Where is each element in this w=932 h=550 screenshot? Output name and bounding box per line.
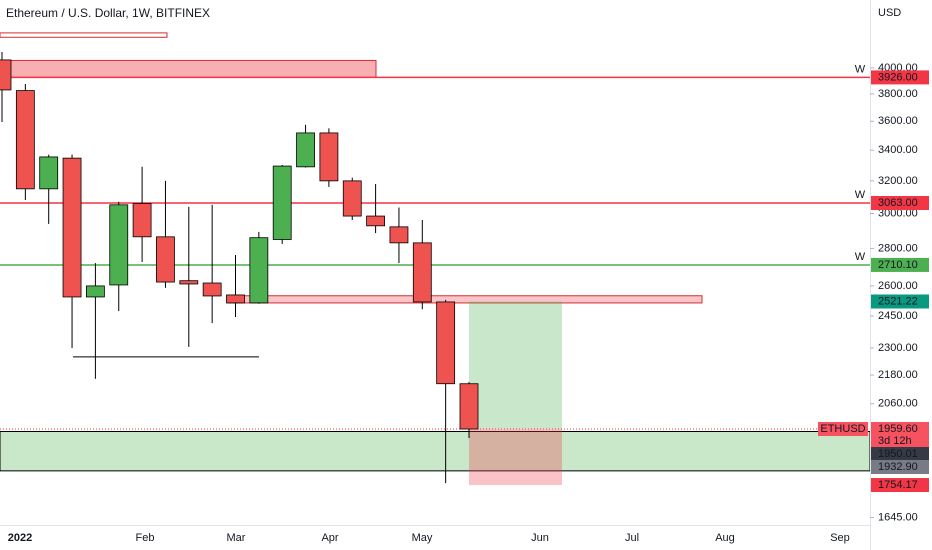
candle-body (39, 156, 59, 190)
x-tick-label: Sep (830, 532, 850, 544)
price-tag (871, 459, 929, 474)
price-tag (871, 294, 929, 309)
candle-body (249, 237, 269, 304)
x-tick-label: Jul (625, 532, 639, 544)
candle-body (15, 90, 35, 190)
y-tick-label: 2600.00 (878, 280, 918, 292)
candle-body (86, 285, 105, 298)
y-tick-label: 2060.00 (878, 398, 918, 410)
level-tag: W (855, 189, 866, 201)
y-tick-label: 2450.00 (878, 310, 918, 322)
y-tick-label: 3000.00 (878, 207, 918, 219)
candle-body (132, 203, 152, 238)
candle-body (412, 242, 432, 303)
level-tag: W (855, 251, 866, 263)
candle-body (436, 301, 456, 385)
y-tick-label: 1645.00 (878, 511, 918, 523)
y-tick-label: 2300.00 (878, 342, 918, 354)
x-tick-label: Aug (715, 532, 735, 544)
zone (0, 32, 168, 38)
position-profit (469, 301, 562, 429)
price-tag-label: 2521.22 (878, 295, 918, 307)
candle-body (389, 226, 409, 244)
countdown-label: 3d 12h (878, 435, 912, 447)
price-tag (871, 478, 929, 493)
price-tag (871, 421, 929, 436)
candle-body (156, 236, 175, 283)
candle-body (179, 280, 199, 285)
candle-body (272, 165, 292, 240)
price-tag-label: 2710.10 (878, 259, 918, 271)
position-loss (469, 428, 562, 486)
countdown-tag (871, 434, 929, 447)
x-tick-label: Mar (227, 532, 246, 544)
price-tag-label: 3926.00 (878, 71, 918, 83)
candle-body (459, 383, 479, 430)
x-tick-label: Jun (531, 532, 549, 544)
y-tick-label: 2800.00 (878, 242, 918, 254)
candle-body (296, 132, 315, 168)
candle-body (109, 204, 129, 286)
y-tick-label: 2180.00 (878, 369, 918, 381)
symbol-tag-label: ETHUSD (820, 423, 865, 435)
y-tick-label: 3400.00 (878, 144, 918, 156)
candle-body (226, 294, 245, 304)
x-tick-label: 2022 (8, 532, 32, 544)
candle-body (0, 59, 12, 91)
price-tag-label: 1959.60 (878, 423, 918, 435)
currency-label: USD (878, 7, 901, 19)
zone (0, 59, 377, 78)
price-tag-label: 1932.90 (878, 461, 918, 473)
symbol-tag (818, 421, 868, 436)
price-tag (871, 257, 929, 272)
candle-body (202, 282, 222, 297)
price-tag-label: 3063.00 (878, 197, 918, 209)
candle-body (62, 157, 82, 298)
x-tick-label: May (412, 532, 433, 544)
x-tick-label: Feb (136, 532, 155, 544)
chart-title: Ethereum / U.S. Dollar, 1W, BITFINEX (6, 6, 210, 20)
y-tick-label: 3800.00 (878, 88, 918, 100)
price-tag (871, 446, 929, 461)
price-tag-label: 1950.01 (878, 448, 918, 460)
level-tag: W (855, 63, 866, 75)
x-tick-label: Apr (321, 532, 338, 544)
price-tag (871, 70, 929, 85)
price-tag (871, 196, 929, 211)
candle-body (342, 180, 362, 217)
y-tick-label: 3600.00 (878, 115, 918, 127)
candle-body (319, 132, 339, 182)
zone (0, 430, 871, 472)
candle-body (366, 215, 386, 227)
price-tag-label: 1754.17 (878, 479, 918, 491)
y-tick-label: 3200.00 (878, 175, 918, 187)
zone (227, 295, 703, 304)
